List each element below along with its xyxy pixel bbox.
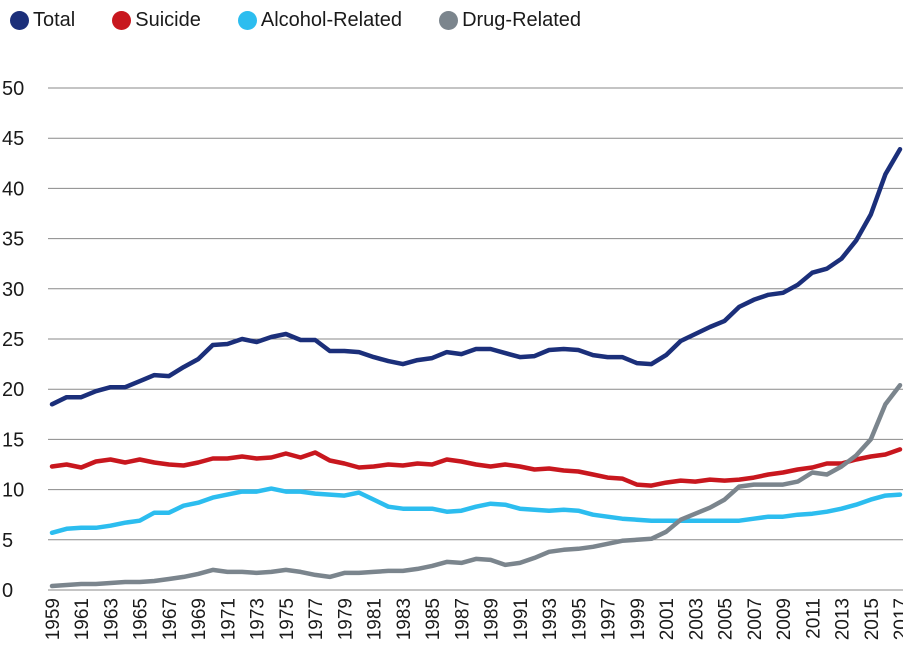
series-line-alcohol-related bbox=[49, 486, 903, 536]
legend-marker-total bbox=[10, 10, 29, 30]
x-tick-label: 1973 bbox=[248, 598, 269, 640]
x-tick-label: 2009 bbox=[774, 598, 795, 640]
x-tick-label: 1997 bbox=[599, 598, 620, 640]
x-tick-label: 2005 bbox=[716, 598, 737, 640]
x-tick-label: 1985 bbox=[423, 598, 444, 640]
y-tick-label: 0 bbox=[2, 580, 13, 602]
x-tick-label: 1969 bbox=[189, 598, 210, 640]
x-tick-label: 1977 bbox=[306, 598, 327, 640]
x-tick-label: 1975 bbox=[277, 598, 298, 640]
x-tick-label: 1971 bbox=[218, 598, 239, 640]
legend-item-total[interactable]: Total bbox=[10, 9, 75, 32]
x-tick-label: 1959 bbox=[43, 598, 64, 640]
x-tick-label: 1979 bbox=[335, 598, 356, 640]
y-tick-label: 25 bbox=[2, 329, 24, 351]
legend-item-suicide[interactable]: Suicide bbox=[112, 9, 201, 32]
legend-label-alcohol-related: Alcohol-Related bbox=[260, 8, 403, 31]
y-tick-label: 30 bbox=[2, 279, 24, 301]
x-tick-label: 2017 bbox=[891, 598, 903, 640]
legend-item-alcohol-related[interactable]: Alcohol-Related bbox=[237, 8, 403, 32]
x-tick-label: 2001 bbox=[657, 598, 678, 640]
x-tick-label: 1981 bbox=[365, 598, 386, 640]
legend-marker-alcohol-related bbox=[237, 10, 257, 30]
series-line-suicide bbox=[49, 447, 903, 488]
y-tick-label: 20 bbox=[2, 379, 24, 401]
x-tick-label: 1961 bbox=[72, 598, 93, 640]
legend-marker-suicide bbox=[112, 10, 132, 30]
legend-label-drug-related: Drug-Related bbox=[462, 8, 582, 31]
legend-item-drug-related[interactable]: Drug-Related bbox=[439, 9, 581, 32]
y-tick-label: 15 bbox=[2, 429, 24, 451]
legend-label-total: Total bbox=[33, 8, 76, 31]
x-tick-label: 2013 bbox=[833, 598, 854, 640]
legend-label-suicide: Suicide bbox=[135, 8, 201, 31]
x-tick-label: 2015 bbox=[862, 598, 883, 640]
chart-legend: Total Suicide Alcohol-Related Drug-Relat… bbox=[10, 8, 618, 32]
x-tick-label: 1987 bbox=[452, 598, 473, 640]
series-line-total bbox=[49, 146, 903, 407]
y-tick-label: 35 bbox=[2, 229, 24, 251]
y-tick-label: 5 bbox=[2, 530, 13, 552]
y-tick-label: 40 bbox=[2, 178, 24, 200]
legend-marker-drug-related bbox=[439, 10, 459, 30]
x-tick-label: 1983 bbox=[394, 598, 415, 640]
x-tick-label: 1999 bbox=[628, 598, 649, 640]
x-tick-label: 2011 bbox=[803, 598, 824, 639]
x-tick-label: 1993 bbox=[540, 598, 561, 640]
x-tick-label: 1995 bbox=[569, 598, 590, 640]
series-line-drug-related bbox=[49, 382, 903, 589]
x-tick-label: 2003 bbox=[686, 598, 707, 640]
x-tick-label: 1989 bbox=[482, 598, 503, 640]
y-tick-label: 10 bbox=[2, 480, 24, 502]
y-tick-label: 50 bbox=[2, 78, 24, 100]
x-tick-label: 1967 bbox=[160, 598, 181, 640]
y-tick-label: 45 bbox=[2, 128, 24, 150]
x-tick-label: 1963 bbox=[101, 598, 122, 640]
x-tick-label: 2007 bbox=[745, 598, 766, 640]
x-tick-label: 1965 bbox=[131, 598, 152, 640]
x-tick-label: 1991 bbox=[511, 598, 532, 640]
